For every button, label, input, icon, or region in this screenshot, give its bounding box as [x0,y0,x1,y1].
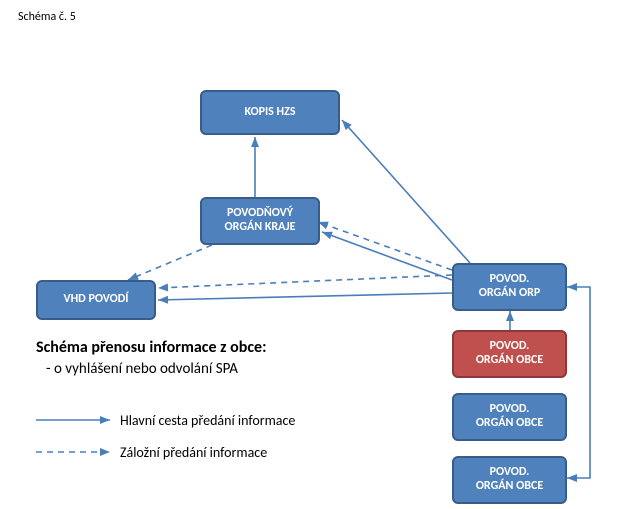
node-kraj: POVODŇOVÝ ORGÁN KRAJE [200,197,320,245]
edge-orp_to_vhd [158,293,452,300]
text-heading: Schéma přenosu informace z obce: [36,338,267,357]
edge-orp_to_kraj_dash [318,222,452,270]
node-obce_red: POVOD. ORGÁN OBCE [452,330,567,378]
edge-orp_to_vhd_dash [158,275,452,288]
page-title: Schéma č. 5 [18,10,76,24]
edge-orp_to_kraj [322,232,452,280]
node-obce_b1: POVOD. ORGÁN OBCE [452,393,567,441]
edge-orp_obce_loop [567,287,590,478]
node-orp: POVOD. ORGÁN ORP [452,263,567,311]
node-vhd: VHD POVODÍ [36,280,156,320]
text-legend2: Záložní předání informace [120,444,267,461]
node-kopis: KOPIS HZS [200,90,340,135]
edge-kraj_to_vhd_dash [128,245,212,280]
edge-orp_to_kopis [342,120,470,263]
text-legend1: Hlavní cesta předání informace [120,412,295,429]
node-obce_b2: POVOD. ORGÁN OBCE [452,456,567,504]
text-bullet: - o vyhlášení nebo odvolání SPA [46,360,238,378]
